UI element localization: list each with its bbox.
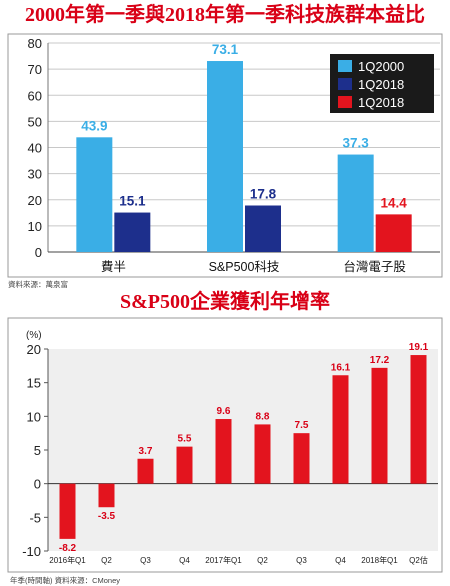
bar xyxy=(176,446,193,484)
bar xyxy=(207,61,243,253)
chart2-title: S&P500企業獲利年增率 xyxy=(120,291,330,313)
y-tick-label: -5 xyxy=(29,510,41,525)
y-tick-label: 60 xyxy=(28,88,42,103)
data-label: 16.1 xyxy=(331,362,351,373)
data-label: 5.5 xyxy=(178,434,192,445)
bar xyxy=(59,483,76,539)
data-label: 17.8 xyxy=(250,186,277,201)
chart1-frame xyxy=(7,33,443,278)
data-label: 8.8 xyxy=(256,411,270,422)
bar xyxy=(293,433,310,484)
category-label: 費半 xyxy=(101,259,126,274)
bar xyxy=(254,424,271,484)
bar xyxy=(375,214,412,252)
data-label: 17.2 xyxy=(370,355,390,366)
category-label: Q3 xyxy=(140,556,151,565)
category-label: 2016年Q1 xyxy=(49,555,86,565)
legend-label: 1Q2000 xyxy=(358,59,404,74)
category-label: Q2 xyxy=(101,556,112,565)
data-label: 43.9 xyxy=(81,118,107,133)
y-tick-label: 5 xyxy=(34,443,41,458)
category-label: 2018年Q1 xyxy=(361,555,398,565)
category-label: S&P500科技 xyxy=(209,260,280,274)
category-label: 2017年Q1 xyxy=(205,555,242,565)
data-label: 7.5 xyxy=(295,420,309,431)
bar xyxy=(371,367,388,484)
y-tick-label: 50 xyxy=(28,114,42,129)
chart1-title: 2000年第一季與2018年第一季科技族群本益比 xyxy=(25,4,425,26)
legend-label: 1Q2018 xyxy=(358,95,404,110)
bar xyxy=(98,483,115,508)
category-label: Q2 xyxy=(257,556,268,565)
bar xyxy=(245,205,281,252)
category-label: Q4 xyxy=(335,556,346,565)
unit-label: (%) xyxy=(26,330,42,341)
chart2-frame xyxy=(7,317,443,573)
data-label: -8.2 xyxy=(59,543,77,554)
y-tick-label: 10 xyxy=(28,219,42,234)
y-tick-label: 20 xyxy=(27,342,41,357)
category-label: Q4 xyxy=(179,556,190,565)
data-label: 3.7 xyxy=(139,446,153,457)
category-label: Q2估 xyxy=(409,555,428,565)
category-label: Q3 xyxy=(296,556,307,565)
legend-swatch xyxy=(338,60,352,72)
data-label: 14.4 xyxy=(381,195,408,210)
y-tick-label: 20 xyxy=(28,193,42,208)
bar xyxy=(137,458,154,484)
chart2-source: 年季(時間軸) 資料來源：CMoney xyxy=(10,576,121,585)
y-tick-label: 0 xyxy=(35,245,42,260)
bar xyxy=(332,375,349,484)
y-tick-label: 15 xyxy=(27,376,41,391)
y-tick-label: 80 xyxy=(28,36,42,51)
data-label: -3.5 xyxy=(98,511,116,522)
chart1-source: 資料來源：萬泉富 xyxy=(8,280,68,289)
y-tick-label: 40 xyxy=(28,141,42,156)
y-tick-label: 30 xyxy=(28,167,42,182)
legend-swatch xyxy=(338,78,352,90)
bar xyxy=(410,355,427,484)
data-label: 9.6 xyxy=(217,406,231,417)
bar xyxy=(114,212,151,252)
data-label: 19.1 xyxy=(409,342,429,353)
bar xyxy=(76,137,113,252)
y-tick-label: 0 xyxy=(34,477,41,492)
data-label: 37.3 xyxy=(343,136,370,151)
data-label: 73.1 xyxy=(212,42,239,57)
legend-swatch xyxy=(338,96,352,108)
data-label: 15.1 xyxy=(119,194,146,209)
y-tick-label: 10 xyxy=(27,409,41,424)
pe-ratio-chart: 0 10 20 30 40 50 60 70 80 43.9 15.1 費半 73.1 17.8 S&P50… xyxy=(7,33,443,278)
y-tick-label: 70 xyxy=(28,62,42,77)
bar xyxy=(215,419,232,484)
y-tick-label: -10 xyxy=(22,544,41,559)
bar xyxy=(337,154,374,252)
category-label: 台灣電子股 xyxy=(343,259,406,274)
legend-label: 1Q2018 xyxy=(358,77,404,92)
